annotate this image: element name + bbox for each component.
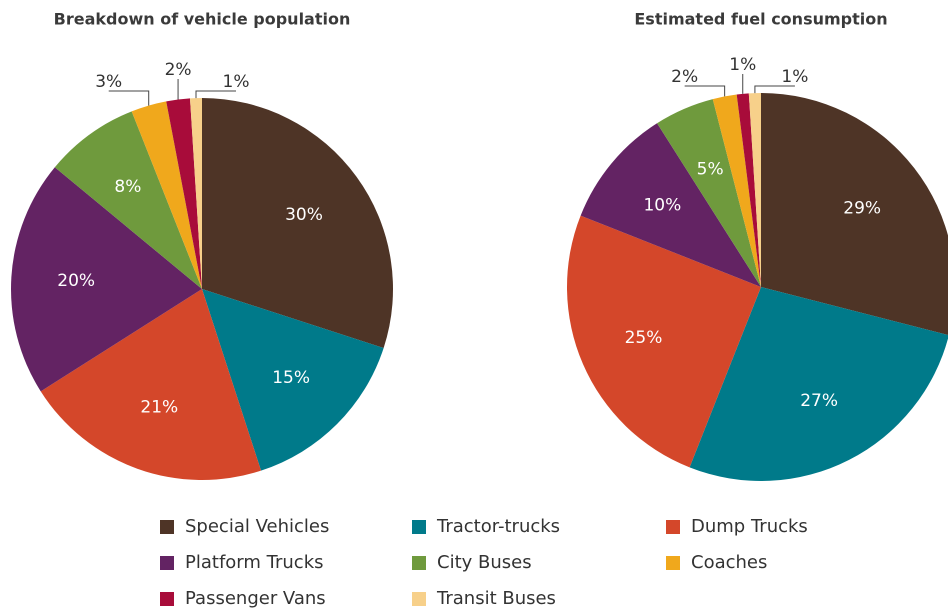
leader-line (108, 90, 150, 106)
legend-swatch (412, 520, 426, 534)
pie-slice (202, 98, 393, 349)
legend-label: Coaches (691, 552, 767, 573)
pie-slice (131, 101, 202, 289)
slice-label: 8% (114, 177, 141, 197)
legend-swatch (666, 520, 680, 534)
pie-slice (202, 289, 384, 471)
slice-label: 30% (285, 205, 323, 225)
pie-slice (566, 215, 761, 468)
legend-label: Transit Buses (436, 588, 556, 609)
legend-swatch (666, 556, 680, 570)
leader-line (684, 85, 726, 97)
legend-swatch (160, 592, 174, 606)
chart-title: Breakdown of vehicle population (54, 10, 351, 29)
legend-swatch (412, 592, 426, 606)
pie-slice (166, 98, 202, 289)
pie-slice (657, 99, 761, 287)
slice-label: 1% (729, 55, 756, 75)
pie-slice (736, 93, 761, 287)
legend-label: Dump Trucks (691, 516, 808, 537)
slice-label: 25% (625, 328, 663, 348)
legend-label: Platform Trucks (185, 552, 324, 573)
legend-swatch (160, 520, 174, 534)
pie-slice (748, 93, 761, 287)
leader-line (754, 85, 795, 94)
slice-label: 20% (57, 271, 95, 291)
chart-title: Estimated fuel consumption (634, 10, 887, 29)
pie-slice (10, 167, 203, 392)
slice-label: 10% (643, 195, 681, 215)
pie-slice (40, 289, 262, 480)
slice-label: 2% (165, 60, 192, 80)
pie-slice (689, 287, 948, 481)
legend-swatch (412, 556, 426, 570)
legend-label: Special Vehicles (185, 516, 329, 537)
pie-slice (580, 123, 761, 288)
slice-label: 1% (223, 72, 250, 92)
pie-slice (712, 94, 761, 287)
slice-label: 21% (140, 398, 178, 418)
slice-label: 2% (671, 67, 698, 87)
pie-slice (54, 111, 202, 289)
legend-swatch (160, 556, 174, 570)
slice-label: 15% (272, 368, 310, 388)
slice-label: 1% (781, 67, 808, 87)
slice-label: 3% (95, 72, 122, 92)
pie-slice (190, 98, 202, 289)
pie-slice (761, 93, 948, 336)
legend-label: City Buses (437, 552, 532, 573)
slice-label: 27% (800, 391, 838, 411)
leader-line (195, 90, 237, 99)
legend-label: Tractor-trucks (436, 516, 560, 537)
slice-label: 5% (697, 159, 724, 179)
legend-label: Passenger Vans (185, 588, 326, 609)
slice-label: 29% (843, 199, 881, 219)
